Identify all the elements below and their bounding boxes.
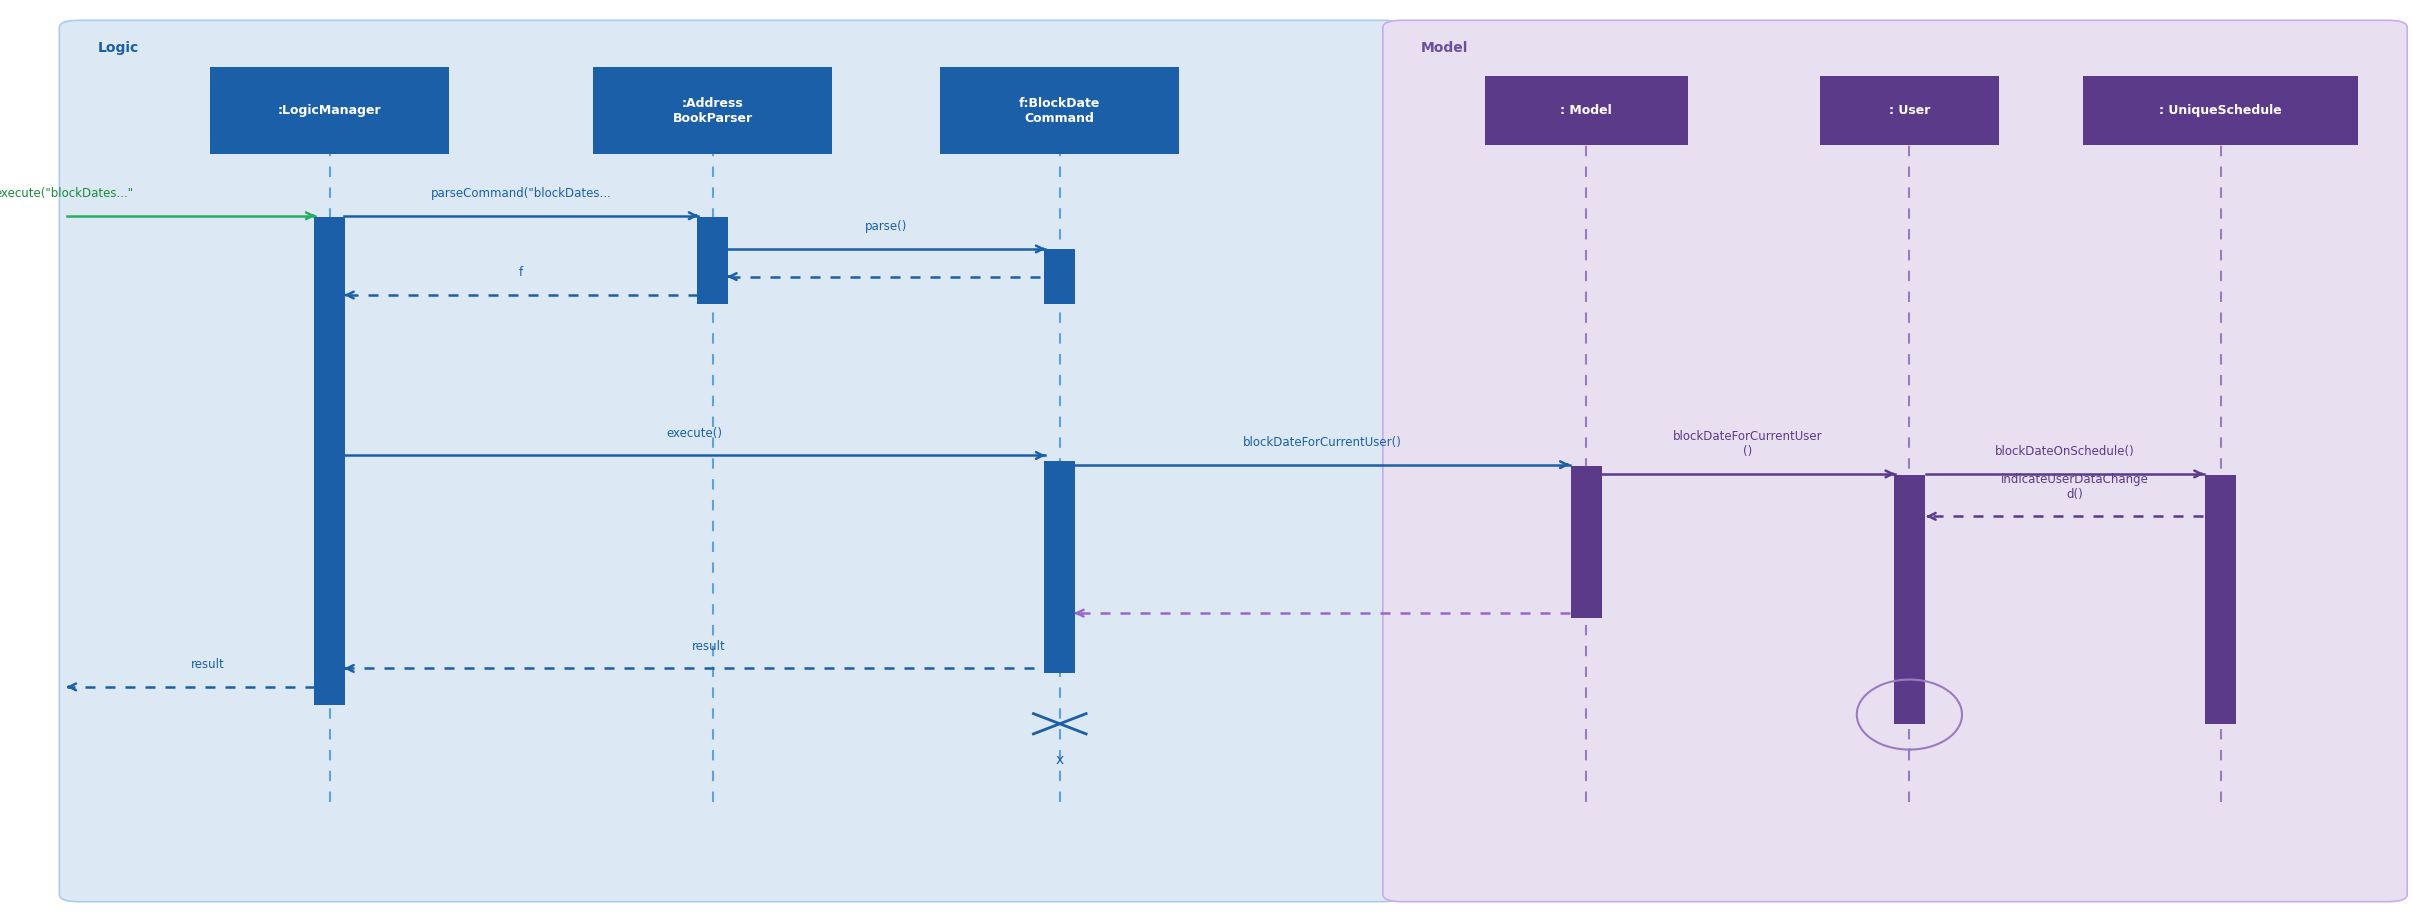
FancyBboxPatch shape <box>941 67 1179 155</box>
FancyBboxPatch shape <box>60 20 1401 902</box>
Text: :Address
BookParser: :Address BookParser <box>673 97 753 124</box>
Text: Model: Model <box>1421 41 1469 55</box>
FancyBboxPatch shape <box>1819 77 2000 146</box>
Text: Logic: Logic <box>96 41 140 55</box>
Bar <box>697 217 728 304</box>
Bar <box>314 217 345 705</box>
Text: : User: : User <box>1889 104 1930 117</box>
FancyBboxPatch shape <box>1486 77 1688 146</box>
Bar <box>1044 461 1076 673</box>
Text: : UniqueSchedule: : UniqueSchedule <box>2159 104 2282 117</box>
Text: blockDateForCurrentUser
(): blockDateForCurrentUser () <box>1674 431 1823 458</box>
FancyBboxPatch shape <box>2084 77 2359 146</box>
Text: parse(): parse() <box>866 220 907 233</box>
Bar <box>1570 466 1602 618</box>
Text: blockDateOnSchedule(): blockDateOnSchedule() <box>1995 445 2135 458</box>
Bar <box>2205 475 2236 724</box>
Text: execute(): execute() <box>666 427 724 440</box>
Text: : Model: : Model <box>1561 104 1611 117</box>
Text: blockDateForCurrentUser(): blockDateForCurrentUser() <box>1242 436 1401 449</box>
FancyBboxPatch shape <box>210 67 449 155</box>
FancyBboxPatch shape <box>593 67 832 155</box>
FancyBboxPatch shape <box>1382 20 2407 902</box>
Text: execute("blockDates...": execute("blockDates..." <box>0 187 135 200</box>
Text: result: result <box>191 658 224 671</box>
Text: f:BlockDate
Command: f:BlockDate Command <box>1020 97 1100 124</box>
Text: f: f <box>519 266 523 279</box>
Text: indicateUserDataChange
d(): indicateUserDataChange d() <box>2000 473 2149 501</box>
Text: x: x <box>1056 753 1064 767</box>
Bar <box>1893 475 1925 724</box>
Text: parseCommand("blockDates...: parseCommand("blockDates... <box>432 187 613 200</box>
Text: result: result <box>692 640 726 653</box>
Text: :LogicManager: :LogicManager <box>277 104 381 117</box>
Bar <box>1044 249 1076 304</box>
